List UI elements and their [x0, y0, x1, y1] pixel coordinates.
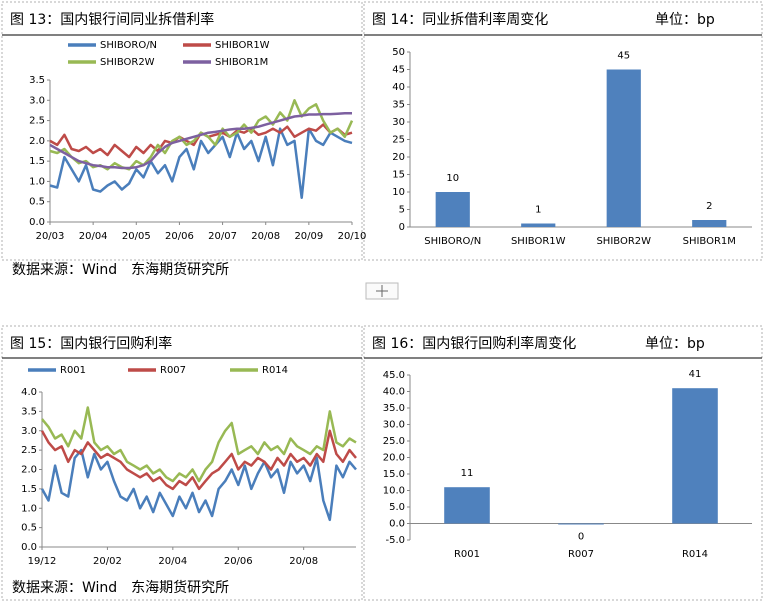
bar [558, 523, 604, 525]
y-tick-label: 10.0 [383, 486, 405, 497]
x-tick-label: 20/06 [165, 231, 194, 242]
figure-title: 图 16：国内银行回购利率周变化 [372, 335, 576, 352]
y-tick-label: 1.5 [21, 484, 37, 495]
x-tick-label: R014 [682, 549, 708, 560]
source-note: 数据来源：Wind 东海期货研究所 [12, 261, 229, 278]
y-tick-label: 1.0 [21, 503, 37, 514]
bar [521, 223, 556, 227]
y-tick-label: 45.0 [383, 370, 405, 381]
legend-label: R014 [262, 365, 288, 376]
y-tick-label: 40 [392, 82, 405, 93]
y-tick-label: 15 [392, 170, 405, 181]
y-tick-label: 25.0 [383, 436, 405, 447]
x-tick-label: SHIBOR2W [596, 236, 651, 247]
y-tick-label: 3.5 [21, 406, 37, 417]
x-tick-label: 20/09 [294, 231, 323, 242]
y-tick-label: -5.0 [385, 535, 405, 546]
y-tick-label: 15.0 [383, 469, 405, 480]
x-tick-label: SHIBORO/N [424, 236, 481, 247]
x-tick-label: 20/04 [79, 231, 108, 242]
y-tick-label: 20.0 [383, 453, 405, 464]
series-line [40, 429, 357, 491]
data-label: 41 [689, 369, 702, 380]
y-tick-label: 2.0 [21, 465, 37, 476]
x-tick-label: 20/07 [208, 231, 237, 242]
y-tick-label: 30 [392, 117, 405, 128]
series-line [49, 112, 352, 170]
x-tick-label: 19/12 [28, 556, 57, 567]
y-tick-label: 35 [392, 100, 405, 111]
y-tick-label: 45 [392, 65, 405, 76]
y-tick-label: 5 [399, 205, 405, 216]
legend-label: SHIBOR1M [215, 57, 268, 68]
panel [1, 325, 363, 601]
data-label: 10 [446, 173, 459, 184]
y-tick-label: 4.0 [21, 387, 37, 398]
y-tick-label: 2.5 [21, 445, 37, 456]
bar [606, 69, 641, 227]
y-tick-label: 0 [399, 222, 405, 233]
y-tick-label: 2.5 [29, 116, 45, 127]
x-tick-label: 20/04 [158, 556, 187, 567]
y-tick-label: 0.0 [21, 542, 37, 553]
y-tick-label: 50 [392, 47, 405, 58]
x-tick-label: 20/08 [289, 556, 318, 567]
y-tick-label: 0.0 [29, 217, 45, 228]
y-tick-label: 3.0 [21, 426, 37, 437]
y-tick-label: 1.0 [29, 176, 45, 187]
figure-title: 图 13：国内银行间同业拆借利率 [10, 11, 214, 28]
x-tick-label: 20/10 [338, 231, 367, 242]
x-tick-label: 20/08 [251, 231, 280, 242]
source-note: 数据来源：Wind 东海期货研究所 [12, 579, 229, 596]
figure-title: 图 14：同业拆借利率周变化 [372, 11, 548, 28]
series-line [40, 448, 357, 522]
y-tick-label: 0.0 [389, 519, 405, 530]
x-tick-label: 20/05 [122, 231, 151, 242]
unit-label: 单位：bp [645, 336, 705, 352]
series-line [49, 127, 353, 199]
y-tick-label: 10 [392, 187, 405, 198]
y-tick-label: 35.0 [383, 403, 405, 414]
y-tick-label: 0.5 [21, 523, 37, 534]
data-label: 45 [617, 51, 630, 62]
legend-label: SHIBOR1W [215, 40, 270, 51]
panel [1, 1, 363, 261]
y-tick-label: 20 [392, 152, 405, 163]
y-tick-label: 40.0 [383, 387, 405, 398]
x-tick-label: 20/06 [224, 556, 253, 567]
y-tick-label: 30.0 [383, 420, 405, 431]
x-tick-label: 20/03 [36, 231, 65, 242]
x-tick-label: 20/02 [93, 556, 122, 567]
y-tick-label: 0.5 [29, 197, 45, 208]
unit-label: 单位：bp [655, 12, 715, 28]
x-tick-label: R001 [454, 549, 480, 560]
y-tick-label: 5.0 [389, 502, 405, 513]
data-label: 11 [461, 468, 474, 479]
bar [692, 220, 727, 227]
figure-title: 图 15：国内银行回购利率 [10, 335, 172, 352]
data-label: 0 [578, 531, 584, 542]
y-tick-label: 25 [392, 135, 405, 146]
x-tick-label: R007 [568, 549, 594, 560]
y-tick-label: 1.5 [29, 156, 45, 167]
legend-label: R001 [60, 365, 86, 376]
bar [672, 388, 718, 524]
y-tick-label: 3.5 [29, 75, 45, 86]
y-tick-label: 3.0 [29, 95, 45, 106]
x-tick-label: SHIBOR1W [511, 236, 566, 247]
legend-label: R007 [160, 365, 186, 376]
bar [444, 487, 490, 524]
x-tick-label: SHIBOR1M [683, 236, 736, 247]
series-line [41, 406, 357, 483]
data-label: 2 [706, 201, 712, 212]
y-tick-label: 2.0 [29, 136, 45, 147]
legend-label: SHIBOR2W [100, 57, 155, 68]
legend-label: SHIBORO/N [100, 40, 157, 51]
bar [435, 192, 470, 227]
data-label: 1 [535, 205, 541, 216]
